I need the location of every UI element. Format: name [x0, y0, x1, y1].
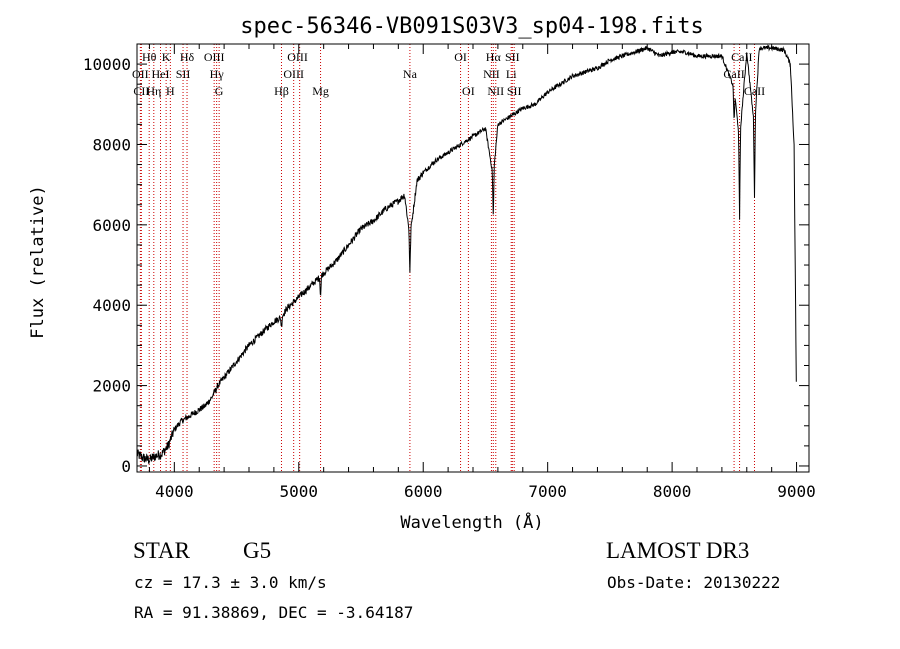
- line-label: K: [162, 50, 171, 64]
- line-label: CaII: [723, 67, 744, 81]
- redshift-text: cz = 17.3 ± 3.0 km/s: [134, 573, 327, 592]
- line-label: Na: [403, 67, 418, 81]
- line-label: OI: [462, 84, 475, 98]
- object-subclass: G5: [243, 538, 272, 563]
- x-tick-label: 6000: [404, 482, 443, 501]
- y-tick-label: 8000: [92, 135, 131, 154]
- survey-name: LAMOST DR3: [606, 538, 750, 563]
- x-tick-label: 7000: [528, 482, 567, 501]
- line-label: OIII: [283, 67, 304, 81]
- coordinates-text: RA = 91.38869, DEC = -3.64187: [134, 603, 414, 622]
- line-label: Mg: [312, 84, 329, 98]
- line-label: OIII: [204, 50, 225, 64]
- x-axis-label: Wavelength (Å): [400, 511, 543, 533]
- line-label: Hβ: [274, 84, 289, 98]
- plot-frame: [136, 43, 810, 473]
- line-label: Li: [506, 67, 517, 81]
- line-label: OII: [132, 67, 149, 81]
- spectrum-line: [136, 44, 797, 465]
- line-label: CaII: [744, 84, 765, 98]
- line-label: G: [215, 84, 224, 98]
- line-label: Hδ: [180, 50, 195, 64]
- obs-date-text: Obs-Date: 20130222: [607, 573, 781, 592]
- line-label: SII: [176, 67, 191, 81]
- line-label: NII: [487, 84, 504, 98]
- line-label: CaII: [731, 50, 752, 64]
- x-tick-label: 9000: [777, 482, 816, 501]
- line-label: OI: [454, 50, 467, 64]
- y-tick-label: 2000: [92, 377, 131, 396]
- object-class: STAR: [133, 538, 190, 563]
- x-tick-label: 5000: [280, 482, 319, 501]
- line-label: OIII: [287, 50, 308, 64]
- line-label: NII: [483, 67, 500, 81]
- y-tick-label: 6000: [92, 216, 131, 235]
- line-label: Hη: [146, 84, 161, 98]
- y-tick-label: 0: [121, 457, 131, 476]
- chart-title: spec-56346-VB091S03V3_sp04-198.fits: [240, 14, 704, 39]
- x-tick-label: 4000: [155, 482, 194, 501]
- y-axis: 0 2000 4000 6000 8000 10000: [83, 55, 809, 476]
- line-label: Hα: [486, 50, 502, 64]
- x-tick-label: 8000: [653, 482, 692, 501]
- x-axis: 4000 5000 6000 7000 8000 9000: [148, 44, 816, 501]
- line-label: SII: [507, 84, 522, 98]
- line-label: Hθ: [142, 50, 157, 64]
- line-label: HeI: [152, 67, 170, 81]
- line-label: H: [166, 84, 175, 98]
- line-label: Hγ: [210, 67, 225, 81]
- line-label: SII: [505, 50, 520, 64]
- y-tick-label: 10000: [83, 55, 131, 74]
- y-tick-label: 4000: [92, 296, 131, 315]
- y-axis-label: Flux (relative): [28, 185, 48, 339]
- line-marker-layer: [139, 44, 755, 472]
